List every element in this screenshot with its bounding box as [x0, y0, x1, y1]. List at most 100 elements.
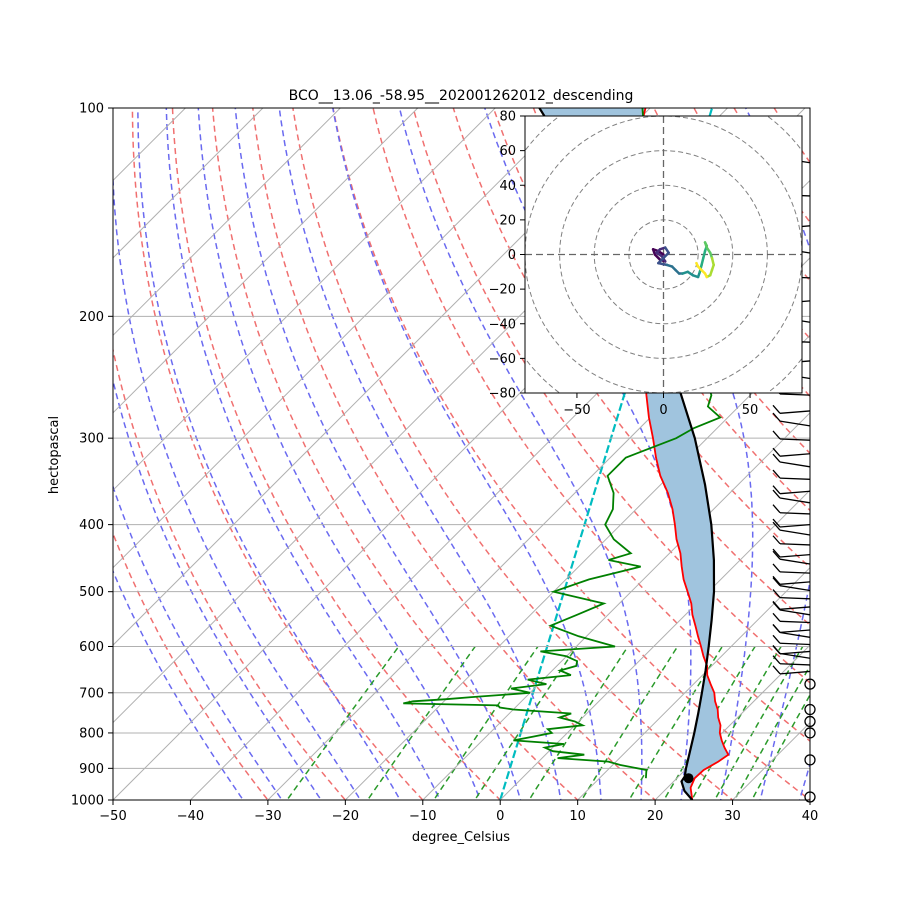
y-tick-label: 600 [79, 640, 104, 655]
wind-barb [779, 477, 811, 480]
x-axis-ticks: −50 −40 −30 −20 −10 0 10 20 30 40 [99, 800, 818, 824]
hodograph-y-tick-label: −20 [489, 283, 516, 298]
wind-barb [779, 529, 811, 536]
moist-adiabat-line [596, 108, 754, 800]
mixing-ratio-line [750, 693, 810, 800]
moist-adiabat-line [113, 569, 245, 800]
wind-barb [779, 543, 811, 546]
isotherm-line [0, 93, 46, 815]
moist-adiabat-line [113, 377, 323, 800]
isotherm-line [422, 412, 810, 800]
calm-wind-circle [804, 727, 816, 739]
wind-barb-flag [772, 504, 781, 514]
wind-barb-flag [772, 404, 781, 414]
y-tick-label: 900 [79, 762, 104, 777]
isotherm-line [499, 489, 810, 800]
hodograph-x-tick-label: 0 [659, 403, 667, 418]
moist-adiabat-line [398, 108, 643, 800]
wind-barb [779, 553, 811, 558]
moist-adiabat-line [745, 108, 810, 800]
isotherm-line [654, 644, 810, 800]
wind-barb [779, 393, 811, 396]
hodograph-x-tick-label: 50 [742, 403, 759, 418]
mixing-ratio-line [713, 646, 804, 800]
hodograph-x-tick-label: −50 [563, 403, 590, 418]
isotherm-line [113, 108, 342, 337]
wind-barb [779, 461, 811, 468]
wind-barb-flag [772, 447, 781, 457]
y-tick-label: 800 [79, 726, 104, 741]
wind-barb [779, 670, 811, 675]
mixing-ratio-line [286, 646, 400, 800]
moist-adiabat-line [278, 108, 562, 800]
hodograph-y-tick-label: 40 [499, 179, 516, 194]
moist-adiabat-line [234, 108, 522, 800]
wind-barb-flag [772, 430, 781, 440]
wind-barb-flag [772, 550, 781, 560]
isotherm-line [113, 108, 419, 414]
wind-barb-flag [772, 665, 781, 675]
mixing-ratio-line [690, 646, 782, 800]
wind-barb-flag [772, 485, 781, 495]
hodograph-segment [657, 261, 669, 267]
mixing-ratio-line [733, 664, 810, 800]
wind-barb-flag [772, 589, 781, 599]
hodograph-ticks: −50 0 50 −80 −60 −40 −20 0 20 40 60 80 [489, 110, 759, 419]
isotherm-line [267, 257, 810, 800]
wind-barb [779, 629, 811, 634]
x-tick-label: −10 [409, 809, 436, 824]
wind-barb [779, 410, 811, 414]
wind-barb-flag [772, 563, 781, 573]
wind-barb [779, 596, 811, 600]
dry-adiabat-line [805, 93, 900, 815]
wind-barb-flag [772, 612, 781, 622]
wind-barb [779, 631, 811, 638]
wind-barb-flag [772, 577, 781, 587]
wind-barb [779, 620, 811, 624]
chart-title: BCO__13.06_-58.95__202001262012_descendi… [289, 88, 634, 104]
mixing-ratio-line [432, 646, 539, 800]
wind-barb [779, 512, 811, 515]
wind-barb [779, 609, 811, 616]
moist-adiabat-line [165, 108, 441, 800]
isotherm-line [873, 93, 900, 815]
moist-adiabat-line [113, 160, 362, 800]
isotherm-line [113, 108, 264, 259]
isotherm-line [113, 108, 574, 569]
dry-adiabat-line [171, 108, 502, 800]
dry-adiabat-line [252, 108, 657, 800]
dry-adiabat-line [211, 108, 579, 800]
hodograph-y-tick-label: −60 [489, 352, 516, 367]
calm-wind-circle [804, 703, 816, 716]
x-tick-label: 10 [569, 809, 586, 824]
y-tick-label: 400 [79, 518, 104, 533]
isotherm-line [113, 108, 187, 182]
wind-barb [779, 581, 811, 585]
x-tick-label: 0 [496, 809, 504, 824]
x-tick-label: −50 [99, 809, 126, 824]
wind-barb [779, 663, 811, 666]
isotherm-line [113, 108, 496, 491]
wind-barb [779, 650, 811, 655]
y-tick-label: 100 [79, 102, 104, 117]
wind-barb-flag [772, 634, 781, 644]
y-axis-ticks: 100 200 300 400 500 600 700 800 900 1000 [71, 102, 113, 809]
hodograph-y-tick-label: −80 [489, 387, 516, 402]
mixing-ratio-line [366, 646, 476, 800]
hodograph-segment [695, 261, 700, 268]
moist-adiabat-line [798, 761, 810, 800]
x-axis-label: degree_Celsius [412, 830, 510, 845]
lcl-marker [683, 773, 694, 784]
calm-wind-circle [804, 791, 816, 803]
moist-adiabat-line [113, 484, 283, 800]
wind-barb [779, 585, 811, 592]
y-tick-label: 700 [79, 686, 104, 701]
dry-adiabat-line [113, 346, 347, 800]
reference-lines [113, 93, 900, 815]
dry-adiabat-line [332, 108, 810, 800]
wind-barb [779, 453, 811, 457]
y-tick-label: 500 [79, 585, 104, 600]
wind-barb-flag [772, 655, 781, 665]
wind-barb-flag [772, 548, 781, 558]
